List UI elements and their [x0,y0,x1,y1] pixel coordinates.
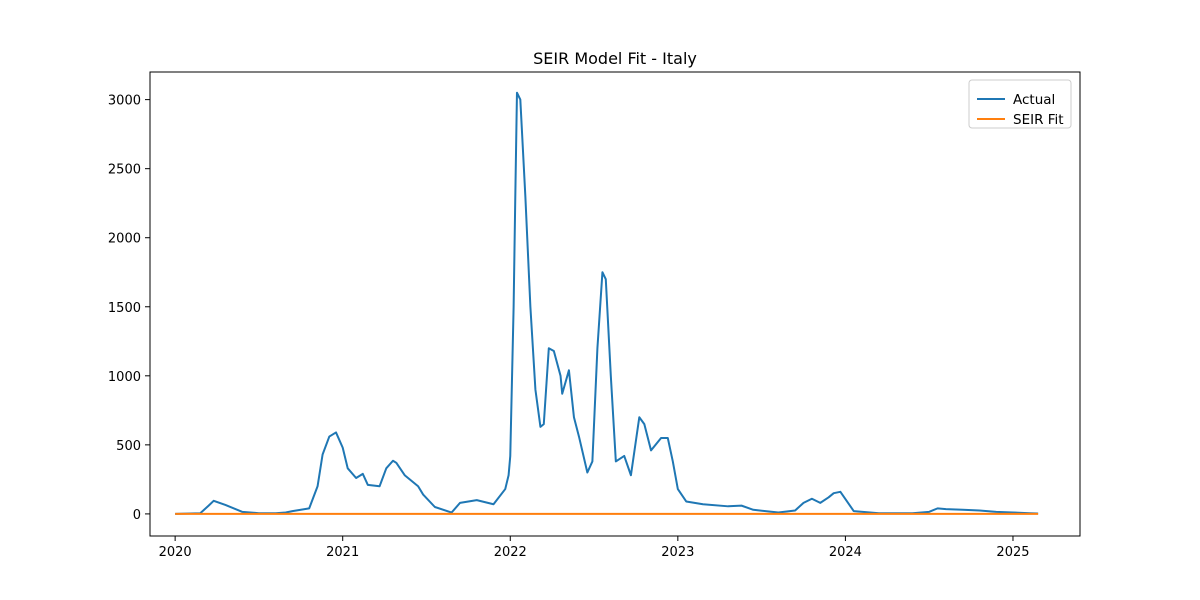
series-line-0 [175,91,1039,515]
y-tick-label-0: 0 [133,508,141,523]
x-tick-label-3: 2023 [661,545,694,560]
x-axis: 2020 2021 2022 2023 2024 2025 [159,536,1030,560]
chart-title: SEIR Model Fit - Italy [533,49,697,68]
legend-box [968,79,1072,129]
y-tick-label-2: 1000 [108,370,141,385]
x-tick-label-5: 2025 [996,545,1029,560]
y-axis: 0 500 1000 1500 2000 2500 3000 [108,94,150,523]
legend: Actual SEIR Fit [968,79,1072,129]
y-tick-label-5: 2500 [108,163,141,178]
y-tick-label-3: 1500 [108,301,141,316]
x-tick-label-0: 2020 [159,545,192,560]
legend-label-0: Actual [1013,92,1055,108]
plot-frame [149,71,1081,537]
x-tick-label-2: 2022 [494,545,527,560]
y-tick-label-4: 2000 [108,232,141,247]
legend-label-1: SEIR Fit [1013,112,1064,128]
y-tick-label-6: 3000 [108,94,141,109]
x-tick-label-1: 2021 [326,545,359,560]
y-tick-label-1: 500 [116,439,141,454]
x-tick-label-4: 2024 [829,545,862,560]
series-layer [175,91,1039,515]
